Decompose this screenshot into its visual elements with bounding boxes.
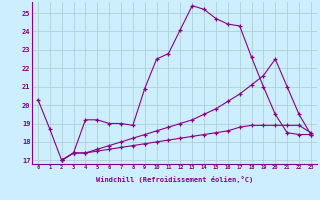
X-axis label: Windchill (Refroidissement éolien,°C): Windchill (Refroidissement éolien,°C) — [96, 176, 253, 183]
